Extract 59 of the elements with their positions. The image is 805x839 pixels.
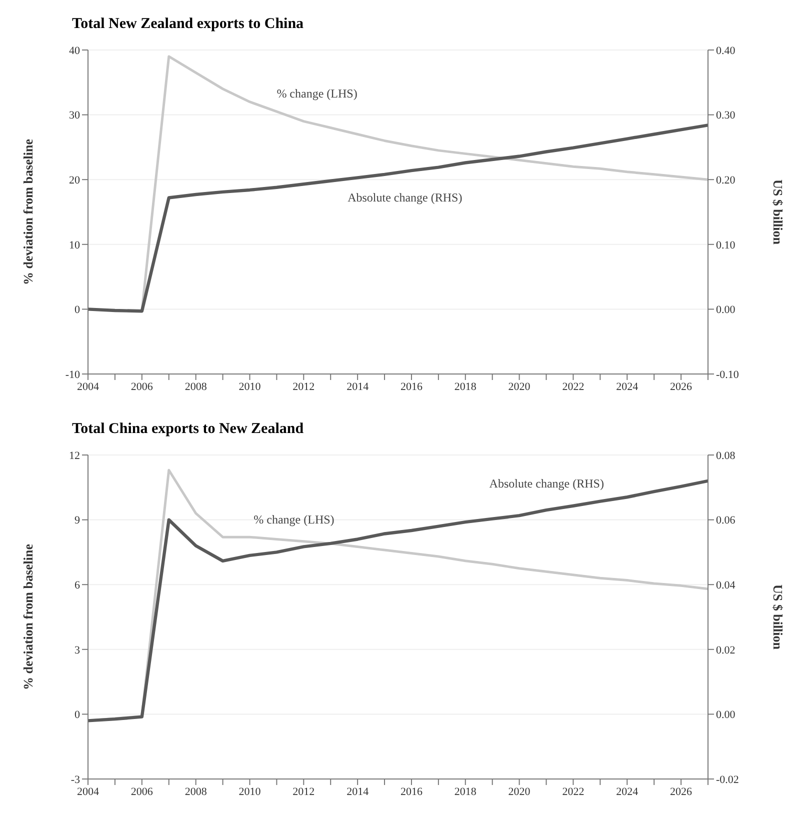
y-tick-label: 30	[69, 110, 80, 122]
line-series	[88, 124, 708, 313]
y2-tick-label: 0.06	[716, 514, 736, 527]
x-tick-label: 2022	[562, 380, 584, 393]
x-tick-label: 2016	[400, 380, 423, 393]
y2-tick-label: 0.08	[716, 450, 736, 462]
x-tick-label: 2006	[130, 380, 154, 393]
x-tick-label: 2022	[562, 786, 584, 798]
y-tick-label: 6	[74, 580, 80, 592]
series-label: % change (LHS)	[254, 512, 334, 526]
x-tick-label: 2020	[508, 380, 531, 393]
y-tick-label: 40	[69, 44, 80, 57]
y2-tick-label: 0.02	[716, 644, 736, 656]
x-tick-label: 2024	[616, 380, 639, 393]
x-tick-label: 2014	[346, 380, 370, 393]
y2-tick-label: 0.40	[716, 44, 736, 57]
x-tick-label: 2010	[238, 786, 262, 798]
x-tick-label: 2024	[616, 786, 639, 798]
y-tick-label: 9	[74, 514, 80, 527]
x-tick-label: 2020	[508, 786, 531, 798]
y-tick-label: 3	[74, 644, 80, 656]
y2-tick-label: 0.04	[716, 580, 736, 592]
y-tick-label: 12	[69, 450, 80, 462]
y-axis-title: % deviation from baseline	[20, 138, 36, 286]
x-tick-label: 2004	[77, 786, 100, 798]
series-label: % change (LHS)	[276, 86, 358, 101]
x-tick-label: 2012	[292, 380, 315, 393]
y2-tick-label: 0.30	[716, 110, 736, 122]
x-tick-label: 2012	[292, 786, 315, 798]
x-tick-label: 2004	[77, 380, 100, 393]
x-tick-label: 2008	[184, 380, 208, 393]
x-tick-label: 2010	[238, 380, 262, 393]
chart-title: Total New Zealand exports to China	[71, 15, 305, 34]
x-tick-label: 2018	[454, 380, 477, 393]
y-tick-label: -3	[70, 774, 80, 786]
y2-tick-label: 0.20	[716, 174, 736, 187]
x-tick-label: 2014	[346, 786, 370, 798]
y-tick-label: 10	[69, 239, 80, 252]
x-tick-label: 2026	[670, 786, 693, 798]
x-tick-label: 2016	[400, 786, 423, 798]
x-tick-label: 2018	[454, 786, 477, 798]
y-tick-label: 20	[69, 174, 80, 187]
y-axis-title: % deviation from baseline	[20, 544, 36, 690]
y-tick-label: 0	[74, 304, 80, 316]
y2-tick-label: -0.02	[716, 774, 739, 786]
x-tick-label: 2008	[184, 786, 208, 798]
y2-tick-label: 0.00	[716, 709, 736, 722]
x-tick-label: 2006	[130, 786, 154, 798]
y-tick-label: 0	[74, 709, 80, 722]
y2-axis-title: US $ billion	[770, 179, 786, 246]
series-label: Absolute change (RHS)	[489, 476, 604, 491]
y2-tick-label: 0.10	[716, 239, 736, 252]
y2-tick-label: 0.00	[716, 304, 736, 316]
chart-title: Total China exports to New Zealand	[71, 420, 305, 439]
y-tick-label: -10	[65, 368, 80, 381]
x-tick-label: 2026	[670, 380, 693, 393]
y2-tick-label: -0.10	[716, 368, 740, 381]
y2-axis-title: US $ billion	[770, 584, 786, 650]
series-label: Absolute change (RHS)	[348, 190, 462, 205]
